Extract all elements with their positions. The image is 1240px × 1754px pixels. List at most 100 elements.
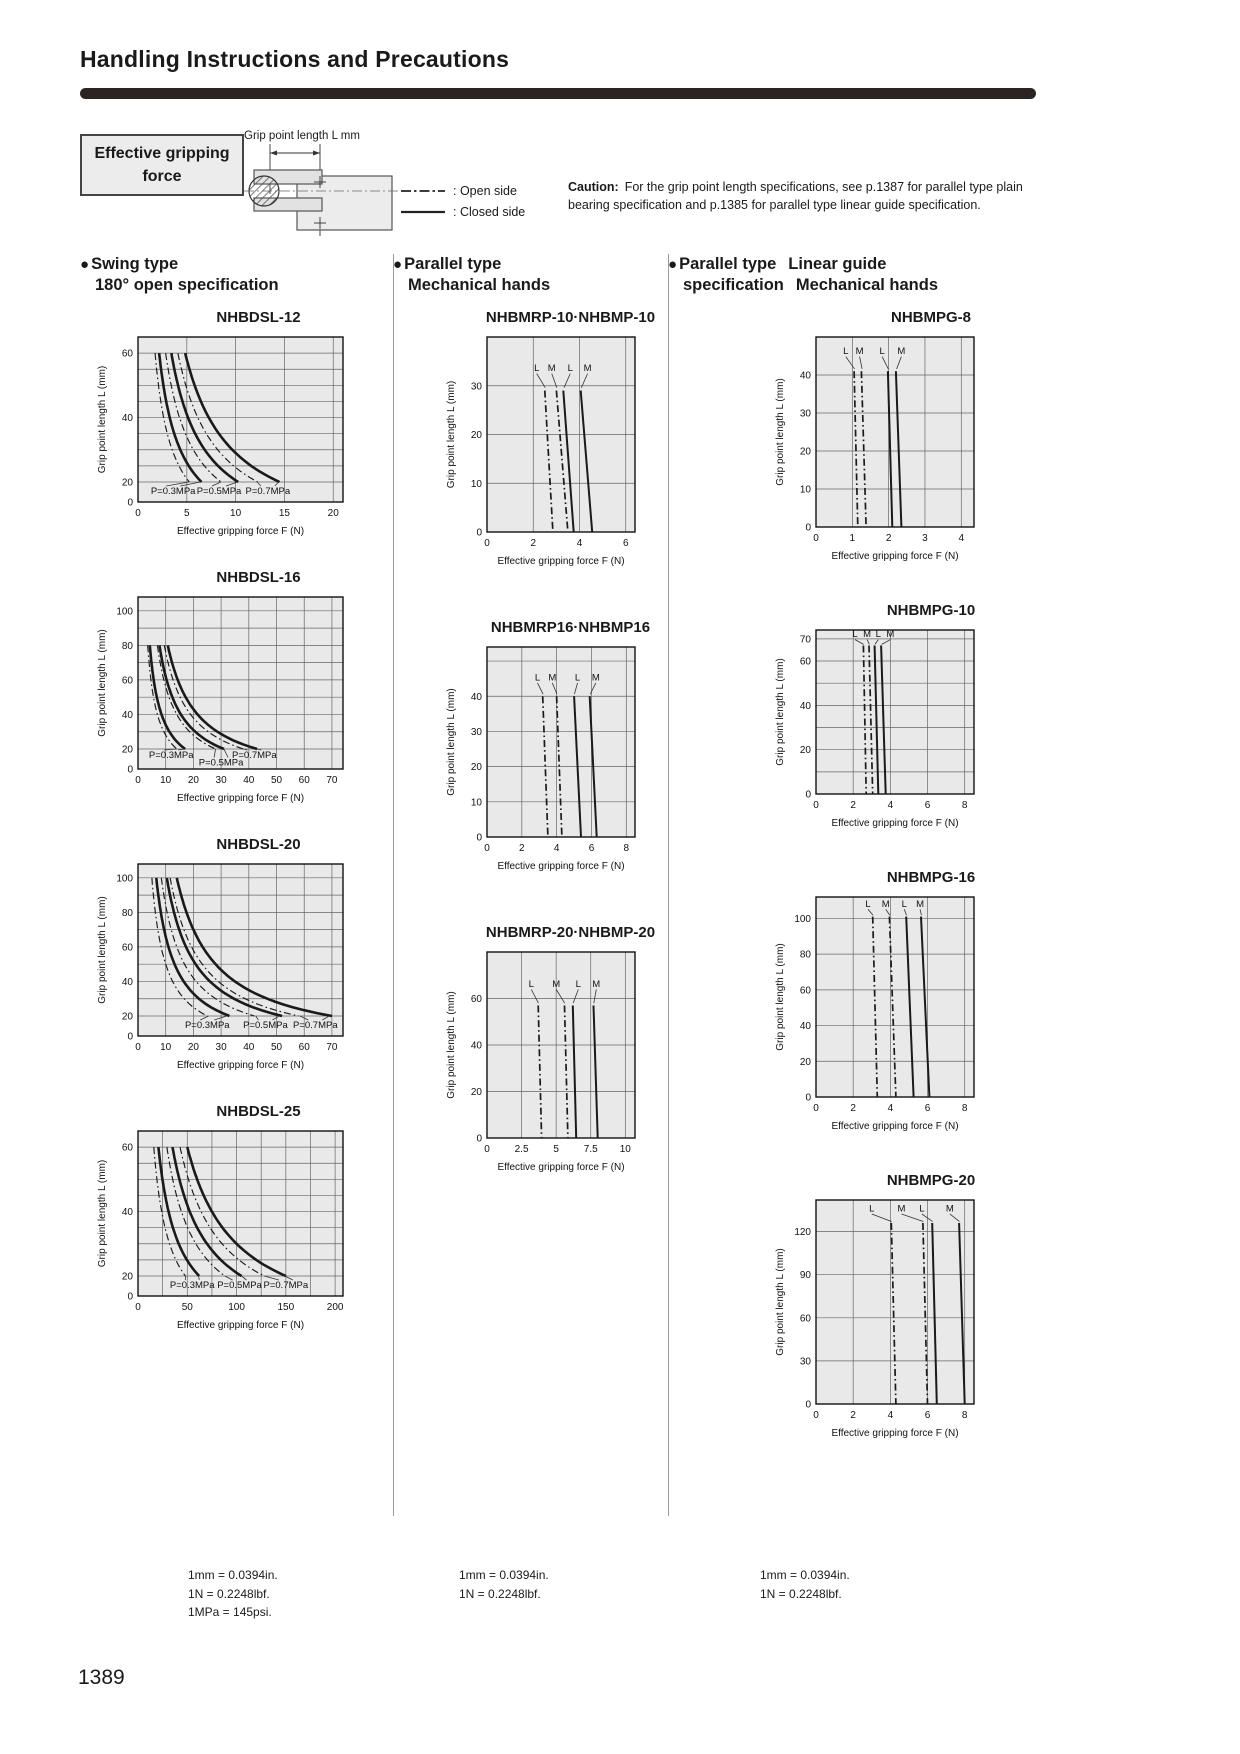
svg-text:Grip point length L (mm): Grip point length L (mm) (446, 689, 457, 796)
svg-text:30: 30 (800, 1357, 812, 1368)
svg-text:Grip point length L (mm): Grip point length L (mm) (775, 659, 786, 766)
svg-text:0: 0 (805, 523, 811, 534)
svg-text:10: 10 (160, 775, 172, 786)
svg-text:M: M (882, 899, 890, 910)
svg-text:M: M (856, 346, 864, 357)
svg-text:M: M (886, 629, 894, 640)
svg-text:40: 40 (243, 1042, 255, 1053)
svg-text:P=0.7MPa: P=0.7MPa (232, 750, 277, 761)
column-subtitle: specification (683, 275, 784, 294)
unit-conversion-notes: 1mm = 0.0394in. 1N = 0.2248lbf. (459, 1568, 549, 1601)
svg-text:L: L (535, 673, 540, 684)
column-title: Parallel type (679, 255, 777, 273)
svg-text:2: 2 (530, 538, 536, 549)
svg-text:P=0.5MPa: P=0.5MPa (197, 486, 242, 497)
svg-text:0: 0 (813, 800, 819, 811)
svg-text:60: 60 (471, 994, 483, 1005)
chart-title: NHBDSL-20 (216, 836, 301, 854)
svg-text:30: 30 (471, 382, 483, 393)
chart-title: NHBMPG-8 (890, 309, 971, 327)
force-box-line1: Effective gripping (94, 145, 230, 162)
svg-text:120: 120 (794, 1227, 811, 1238)
svg-text:Effective gripping force F (N: Effective gripping force F (N) (831, 551, 958, 562)
svg-text:1: 1 (850, 533, 856, 544)
svg-text:0: 0 (484, 843, 490, 854)
svg-text:20: 20 (188, 775, 200, 786)
svg-text:Effective gripping force F (N: Effective gripping force F (N) (831, 1121, 958, 1132)
column-subtitle: 180° open specification (95, 275, 279, 294)
svg-text:0: 0 (127, 1032, 133, 1043)
svg-text:0: 0 (127, 498, 133, 509)
chart-NHBMRP-10-NHBMP-10: NHBMRP-10·NHBMP-10 L M L M 0 2 4 6 0 10 20 30 Effecti… (443, 309, 668, 579)
svg-text:20: 20 (328, 508, 340, 519)
line-legend: : Open side : Closed side (400, 184, 525, 226)
svg-text:M: M (552, 979, 560, 990)
chart-columns: ● Swing type 180° open specification NHBD… (80, 254, 1080, 1619)
caution-text: For the grip point length specifications… (568, 180, 1023, 213)
svg-text:Effective gripping force F (N: Effective gripping force F (N) (497, 556, 624, 567)
svg-text:0: 0 (135, 1302, 141, 1313)
svg-text:10: 10 (160, 1042, 172, 1053)
svg-text:L: L (575, 673, 580, 684)
svg-text:M: M (592, 979, 600, 990)
svg-text:Grip point length L (mm): Grip point length L (mm) (446, 992, 457, 1099)
svg-text:5: 5 (553, 1144, 559, 1155)
svg-text:0: 0 (484, 538, 490, 549)
svg-text:0: 0 (127, 765, 133, 776)
chart-NHBMRP16-NHBMP16: NHBMRP16·NHBMP16 L M L M 0 2 4 6 8 0 10 20 30 40 Effect… (443, 619, 668, 884)
svg-text:100: 100 (116, 607, 133, 618)
svg-text:P=0.3MPa: P=0.3MPa (149, 750, 194, 761)
svg-text:15: 15 (279, 508, 291, 519)
svg-text:Effective gripping force F (N: Effective gripping force F (N) (831, 1428, 958, 1439)
svg-text:L: L (919, 1204, 924, 1215)
svg-text:0: 0 (813, 1103, 819, 1114)
svg-text:6: 6 (925, 1103, 931, 1114)
svg-text:50: 50 (182, 1302, 194, 1313)
svg-text:20: 20 (471, 430, 483, 441)
svg-text:Effective gripping force F (N: Effective gripping force F (N) (177, 1320, 304, 1331)
svg-text:0: 0 (135, 1042, 141, 1053)
svg-text:P=0.5MPa: P=0.5MPa (199, 758, 244, 769)
svg-text:50: 50 (271, 1042, 283, 1053)
svg-text:L: L (568, 364, 573, 375)
svg-text:0: 0 (805, 1400, 811, 1411)
svg-text:150: 150 (277, 1302, 294, 1313)
svg-text:4: 4 (554, 843, 560, 854)
svg-text:4: 4 (577, 538, 583, 549)
chart-NHBMPG-10: NHBMPG-10 L M L M 0 2 4 6 8 0 20 40 60 70 Effective gri… (772, 602, 1060, 841)
chart-NHBMPG-16: NHBMPG-16 L M L M 0 2 4 6 8 0 20 40 60 80 100 Effective … (772, 869, 1060, 1144)
svg-text:L: L (529, 979, 534, 990)
svg-text:60: 60 (800, 986, 812, 997)
svg-text:40: 40 (471, 692, 483, 703)
svg-text:2: 2 (850, 1103, 856, 1114)
svg-text:10: 10 (230, 508, 242, 519)
svg-text:L: L (865, 899, 870, 910)
svg-text:20: 20 (800, 746, 812, 757)
svg-text:M: M (548, 673, 556, 684)
svg-text:Grip point length L (mm): Grip point length L (mm) (775, 379, 786, 486)
svg-text:M: M (897, 346, 905, 357)
svg-text:40: 40 (800, 701, 812, 712)
svg-text:20: 20 (122, 745, 134, 756)
column-title: Parallel type (404, 255, 502, 273)
chart-plot: L M L M 0 2 4 6 8 0 30 60 90 120 Effective gripping fo… (772, 1192, 1060, 1451)
svg-text:10: 10 (800, 485, 812, 496)
svg-text:20: 20 (800, 447, 812, 458)
svg-text:70: 70 (800, 635, 812, 646)
dashdot-line-icon (401, 190, 445, 192)
svg-text:Effective gripping force F (N: Effective gripping force F (N) (177, 793, 304, 804)
column-parallel-linear-guide: ● Parallel type Linear guide specification… (668, 254, 1060, 1601)
svg-text:4: 4 (888, 1103, 894, 1114)
chart-stack: NHBMPG-8 L M L M 0 1 2 3 4 0 10 20 30 40 Effective grip… (668, 309, 1060, 1451)
svg-text:8: 8 (962, 1103, 968, 1114)
svg-text:40: 40 (122, 710, 134, 721)
svg-text:0: 0 (135, 775, 141, 786)
svg-text:6: 6 (925, 800, 931, 811)
svg-text:70: 70 (326, 1042, 338, 1053)
grip-point-diagram: Grip point length L mm (240, 128, 470, 251)
svg-text:L: L (869, 1204, 874, 1215)
svg-text:0: 0 (805, 790, 811, 801)
effective-gripping-force-box: Effective gripping force (80, 134, 244, 196)
svg-text:20: 20 (188, 1042, 200, 1053)
svg-text:40: 40 (471, 1041, 483, 1052)
